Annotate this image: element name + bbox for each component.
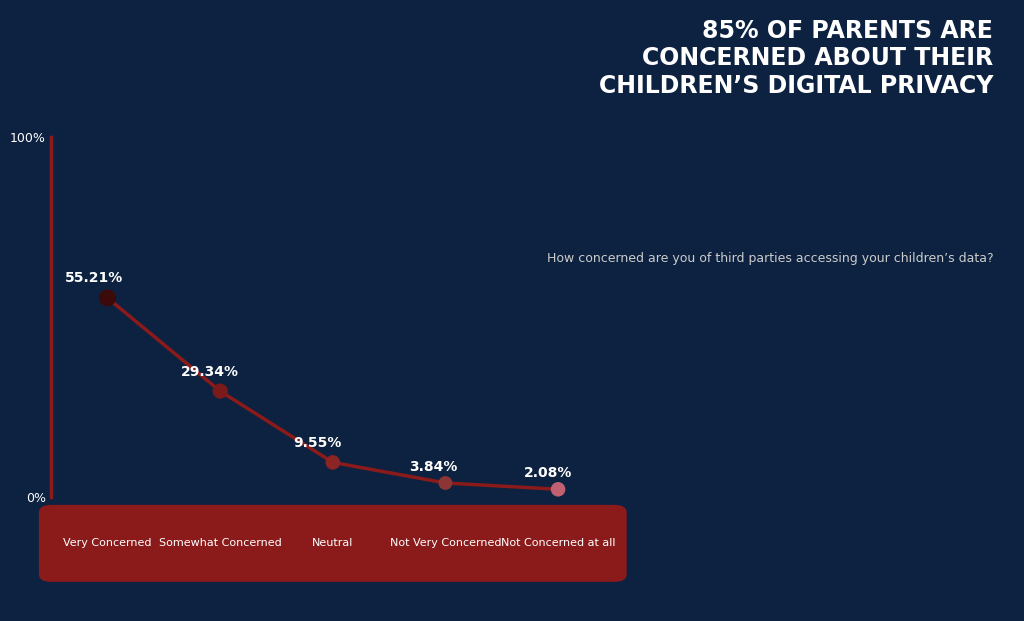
Point (99, 293, 116, 303)
Text: How concerned are you of third parties accessing your children’s data?: How concerned are you of third parties a… (547, 252, 993, 265)
Point (325, 458, 341, 468)
Text: 3.84%: 3.84% (410, 460, 458, 474)
Point (550, 484, 566, 494)
Text: Not Very Concerned: Not Very Concerned (390, 538, 501, 548)
Text: 55.21%: 55.21% (65, 271, 123, 285)
Text: Not Concerned at all: Not Concerned at all (501, 538, 615, 548)
Text: 85% OF PARENTS ARE
CONCERNED ABOUT THEIR
CHILDREN’S DIGITAL PRIVACY: 85% OF PARENTS ARE CONCERNED ABOUT THEIR… (599, 19, 993, 98)
Text: Neutral: Neutral (312, 538, 353, 548)
Text: 29.34%: 29.34% (181, 365, 239, 379)
Text: 9.55%: 9.55% (294, 436, 342, 450)
Text: Somewhat Concerned: Somewhat Concerned (159, 538, 282, 548)
Text: 2.08%: 2.08% (524, 466, 572, 480)
Text: Very Concerned: Very Concerned (63, 538, 152, 548)
Point (437, 478, 454, 488)
Point (212, 386, 228, 396)
